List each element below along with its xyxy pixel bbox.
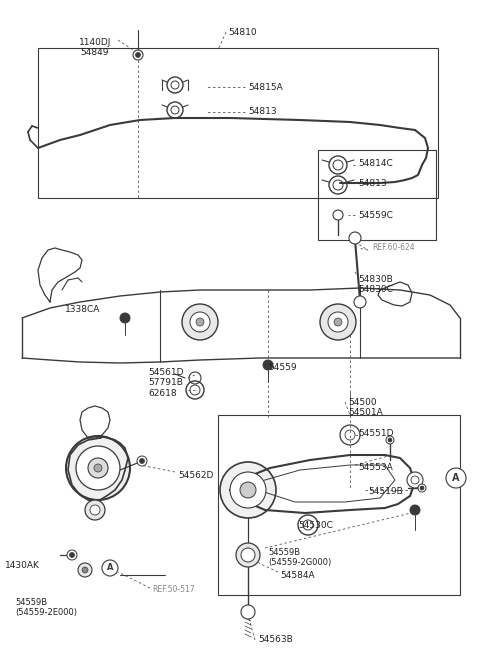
Text: A: A [107, 564, 113, 572]
Circle shape [298, 515, 318, 535]
Circle shape [386, 436, 394, 444]
Circle shape [334, 318, 342, 326]
Text: 54530C: 54530C [298, 520, 333, 530]
Text: A: A [452, 473, 460, 483]
Circle shape [102, 560, 118, 576]
Text: 54563B: 54563B [258, 636, 293, 644]
Circle shape [220, 462, 276, 518]
Text: 1140DJ
54849: 1140DJ 54849 [79, 38, 111, 57]
Circle shape [446, 468, 466, 488]
Bar [318, 150, 436, 240]
Circle shape [133, 50, 143, 60]
Circle shape [240, 482, 256, 498]
Circle shape [66, 436, 130, 500]
Circle shape [135, 53, 141, 57]
Circle shape [407, 472, 423, 488]
Text: 54814C: 54814C [358, 159, 393, 167]
Circle shape [85, 500, 105, 520]
Text: REF.60-624: REF.60-624 [372, 243, 415, 253]
Text: 54813: 54813 [248, 107, 276, 117]
Bar [38, 48, 438, 198]
Circle shape [349, 232, 361, 244]
Text: 1338CA: 1338CA [65, 305, 100, 315]
Circle shape [418, 484, 426, 492]
Text: 1430AK: 1430AK [5, 560, 40, 570]
Circle shape [196, 318, 204, 326]
Text: 54500
54501A: 54500 54501A [348, 398, 383, 418]
Circle shape [140, 458, 144, 464]
Circle shape [78, 563, 92, 577]
Text: 54551D: 54551D [358, 428, 394, 438]
Circle shape [76, 446, 120, 490]
Circle shape [88, 458, 108, 478]
Text: 54559B
(54559-2E000): 54559B (54559-2E000) [15, 598, 77, 618]
Circle shape [236, 543, 260, 567]
Text: 54553A: 54553A [358, 464, 393, 472]
Circle shape [82, 567, 88, 573]
Text: 54519B: 54519B [368, 488, 403, 496]
Text: 54813: 54813 [358, 179, 386, 187]
Circle shape [182, 304, 218, 340]
Circle shape [230, 472, 266, 508]
Text: 54810: 54810 [228, 28, 257, 37]
Circle shape [328, 312, 348, 332]
Text: 54815A: 54815A [248, 83, 283, 91]
Bar [218, 415, 460, 595]
Circle shape [94, 464, 102, 472]
Circle shape [333, 210, 343, 220]
Circle shape [137, 456, 147, 466]
Circle shape [120, 313, 130, 323]
Text: 54562D: 54562D [178, 470, 214, 480]
Circle shape [388, 438, 392, 442]
Circle shape [241, 548, 255, 562]
Circle shape [420, 486, 424, 490]
Text: 54559C: 54559C [358, 211, 393, 219]
Text: 54830B
54830C: 54830B 54830C [358, 275, 393, 294]
Circle shape [190, 312, 210, 332]
Circle shape [320, 304, 356, 340]
Text: 54559: 54559 [268, 364, 297, 372]
Circle shape [354, 296, 366, 308]
Circle shape [263, 360, 273, 370]
Circle shape [67, 550, 77, 560]
Circle shape [70, 552, 74, 558]
Text: 54584A: 54584A [280, 570, 314, 580]
Circle shape [241, 605, 255, 619]
Text: REF.50-517: REF.50-517 [152, 586, 194, 594]
Text: 54561D
57791B
62618: 54561D 57791B 62618 [148, 368, 183, 398]
Text: 54559B
(54559-2G000): 54559B (54559-2G000) [268, 548, 331, 568]
Circle shape [410, 505, 420, 515]
Circle shape [90, 505, 100, 515]
